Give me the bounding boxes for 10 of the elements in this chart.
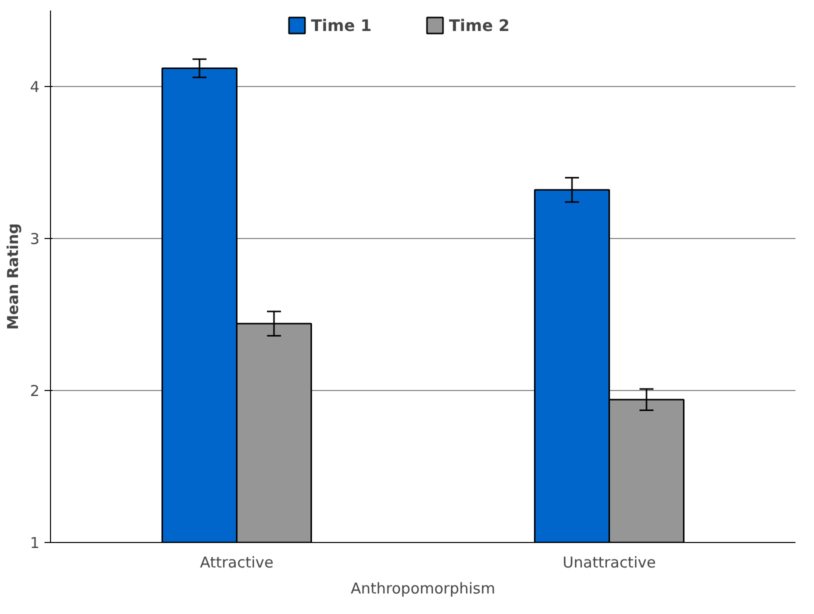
y-tick-label: 1 — [30, 534, 40, 552]
legend-label: Time 1 — [311, 16, 373, 34]
x-tick-label: Attractive — [200, 554, 274, 572]
legend-label: Time 2 — [449, 16, 511, 34]
y-tick-label: 4 — [30, 78, 40, 96]
y-tick-label: 2 — [30, 382, 40, 400]
x-axis-title: Anthropomorphism — [350, 580, 496, 598]
y-axis-title: Mean Rating — [4, 223, 22, 330]
y-tick-label: 3 — [30, 230, 40, 248]
x-tick-label: Unattractive — [562, 554, 656, 572]
